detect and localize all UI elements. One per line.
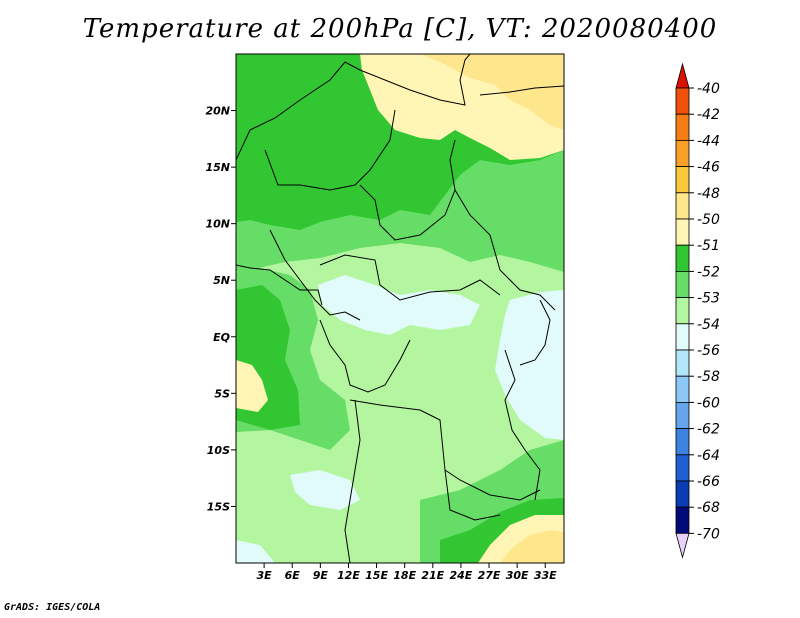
colorbar-swatch bbox=[675, 244, 690, 272]
border-sudan bbox=[454, 189, 556, 311]
lon-label: 27E bbox=[478, 569, 501, 582]
colorbar-label: -48 bbox=[697, 186, 720, 202]
border-zambia bbox=[444, 469, 541, 501]
colorbar-swatch bbox=[675, 192, 690, 220]
colorbar-label: -54 bbox=[697, 317, 720, 333]
field-se-50 bbox=[500, 530, 564, 563]
lon-label: 24E bbox=[450, 569, 473, 582]
colorbar-label: -50 bbox=[697, 212, 720, 228]
border-cameroon bbox=[269, 229, 361, 321]
border-drc bbox=[349, 399, 501, 521]
field-south-54 bbox=[290, 470, 360, 510]
colorbar: -40 -42 -44 -46 -48 -50 -51 -52 -53 -54 -56 -58 -60 -… bbox=[675, 62, 720, 559]
colorbar-label: -66 bbox=[697, 474, 720, 490]
lon-label: 33E bbox=[534, 569, 557, 582]
colorbar-label: -42 bbox=[697, 107, 720, 123]
field-central-54 bbox=[318, 275, 480, 335]
colorbar-label: -68 bbox=[697, 500, 720, 516]
lat-label: 5N bbox=[213, 274, 230, 287]
colorbar-top-arrow bbox=[675, 62, 690, 89]
lat-label: 15S bbox=[207, 500, 230, 513]
colorbar-swatch bbox=[675, 166, 690, 194]
colorbar-label: -53 bbox=[697, 291, 720, 307]
colorbar-swatch bbox=[675, 270, 690, 298]
border-east bbox=[504, 349, 541, 501]
temperature-field bbox=[236, 54, 564, 563]
colorbar-label: -64 bbox=[697, 448, 720, 464]
lon-label: 18E bbox=[393, 569, 416, 582]
border-chad bbox=[359, 139, 456, 241]
colorbar-label: -70 bbox=[697, 526, 720, 542]
colorbar-label: -52 bbox=[697, 264, 720, 280]
field-sw-54 bbox=[236, 540, 275, 563]
colorbar-swatch bbox=[675, 401, 690, 429]
colorbar-label: -58 bbox=[697, 369, 720, 385]
lat-label: 5S bbox=[214, 387, 230, 400]
map-title: Temperature at 200hPa [C], VT: 202008040… bbox=[82, 14, 718, 44]
map-frame bbox=[235, 53, 565, 564]
lon-label: 21E bbox=[421, 569, 444, 582]
border-nigeria-chad bbox=[264, 109, 396, 191]
colorbar-swatch bbox=[675, 323, 690, 351]
colorbar-label: -56 bbox=[697, 343, 720, 359]
border-lake-east bbox=[519, 299, 551, 366]
colorbar-swatch bbox=[675, 506, 690, 534]
lat-label: 20N bbox=[205, 105, 230, 118]
field-ne-50 bbox=[420, 54, 564, 130]
colorbar-label: -46 bbox=[697, 160, 720, 176]
colorbar-swatch bbox=[675, 139, 690, 167]
border-ne bbox=[479, 85, 564, 96]
lon-label: 3E bbox=[257, 569, 273, 582]
border-north bbox=[236, 54, 471, 161]
country-borders bbox=[236, 54, 564, 563]
colorbar-label: -51 bbox=[697, 238, 720, 254]
colorbar-bottom-arrow bbox=[675, 533, 690, 559]
colorbar-swatch bbox=[675, 87, 690, 115]
lon-label: 12E bbox=[337, 569, 360, 582]
border-gabon bbox=[319, 319, 411, 393]
field-east-54 bbox=[495, 290, 564, 440]
colorbar-swatch bbox=[675, 349, 690, 377]
lon-label: 30E bbox=[506, 569, 529, 582]
colorbar-swatch bbox=[675, 297, 690, 325]
colorbar-label: -44 bbox=[697, 133, 720, 149]
colorbar-swatch bbox=[675, 428, 690, 456]
colorbar-label: -60 bbox=[697, 395, 720, 411]
border-coast-west bbox=[236, 264, 323, 306]
lon-label: 6E bbox=[285, 569, 301, 582]
colorbar-swatch bbox=[675, 454, 690, 482]
border-car bbox=[319, 254, 501, 301]
colorbar-swatch bbox=[675, 480, 690, 508]
colorbar-label: -40 bbox=[697, 81, 720, 97]
colorbar-swatch bbox=[675, 218, 690, 246]
lat-label: 10S bbox=[207, 444, 230, 457]
colorbar-label: -62 bbox=[697, 422, 720, 438]
grads-credit: GrADS: IGES/COLA bbox=[4, 602, 101, 613]
longitude-axis: 3E 6E 9E 12E 15E 18E 21E 24E 27E 30E 33E bbox=[257, 563, 557, 582]
lat-label: 15N bbox=[205, 161, 230, 174]
lat-label: 10N bbox=[205, 218, 230, 231]
border-angola bbox=[344, 399, 361, 563]
colorbar-swatch bbox=[675, 375, 690, 403]
latitude-axis: 20N 15N 10N 5N EQ 5S 10S 15S bbox=[205, 105, 236, 513]
field-west-51 bbox=[236, 360, 268, 412]
colorbar-swatch bbox=[675, 113, 690, 141]
lon-label: 9E bbox=[313, 569, 329, 582]
lon-label: 15E bbox=[365, 569, 388, 582]
lat-label: EQ bbox=[213, 331, 230, 344]
